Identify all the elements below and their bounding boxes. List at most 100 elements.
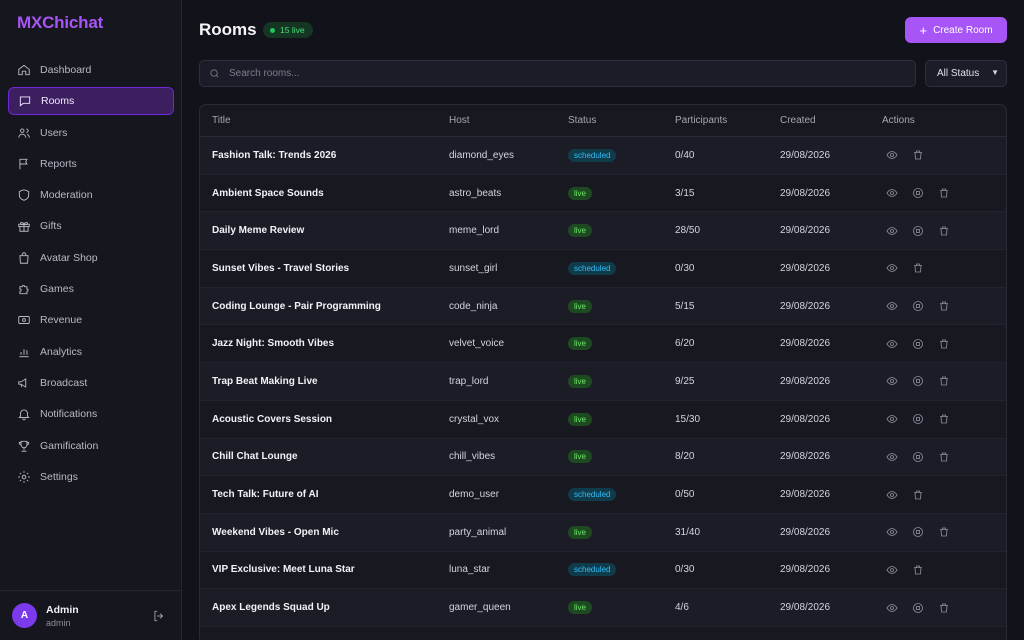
table-row[interactable]: Tech Talk: Future of AI demo_user schedule… <box>200 476 1006 514</box>
table-row[interactable]: Sunset Vibes - Travel Stories sunset_girl… <box>200 250 1006 288</box>
status-badge: live <box>568 186 593 200</box>
room-host: sunset_girl <box>449 262 498 274</box>
table-row[interactable]: Apex Legends Squad Up gamer_queen live 4/6 2… <box>200 589 1006 627</box>
table-row[interactable]: Fashion Talk: Trends 2026 diamond_eyes sch… <box>200 137 1006 175</box>
sidebar-item-settings[interactable]: Settings <box>8 463 174 491</box>
column-header-host: Host <box>449 115 470 126</box>
view-eye-icon[interactable] <box>885 601 899 615</box>
delete-trash-icon[interactable] <box>937 186 951 200</box>
delete-trash-icon[interactable] <box>911 563 925 577</box>
view-eye-icon[interactable] <box>885 412 899 426</box>
view-eye-icon[interactable] <box>885 299 899 313</box>
room-participants: 0/50 <box>675 489 695 501</box>
sidebar-item-reports[interactable]: Reports <box>8 150 174 178</box>
room-actions <box>882 488 1006 502</box>
end-room-icon[interactable] <box>911 412 925 426</box>
avatar[interactable]: A <box>12 603 37 628</box>
banknote-icon <box>17 313 31 327</box>
delete-trash-icon[interactable] <box>937 601 951 615</box>
end-room-icon[interactable] <box>911 374 925 388</box>
delete-trash-icon[interactable] <box>911 261 925 275</box>
room-status-cell: scheduled <box>568 563 675 577</box>
view-eye-icon[interactable] <box>885 148 899 162</box>
table-row[interactable]: Ambient Space Sounds astro_beats live 3/15 2… <box>200 175 1006 213</box>
view-eye-icon[interactable] <box>885 525 899 539</box>
room-host: party_animal <box>449 526 507 538</box>
delete-trash-icon[interactable] <box>937 337 951 351</box>
table-row[interactable]: Jazz Night: Smooth Vibes velvet_voice live… <box>200 325 1006 364</box>
sidebar-item-label: Notifications <box>40 408 98 421</box>
end-room-icon[interactable] <box>911 299 925 313</box>
delete-trash-icon[interactable] <box>911 148 925 162</box>
delete-trash-icon[interactable] <box>937 374 951 388</box>
delete-trash-icon[interactable] <box>911 488 925 502</box>
view-eye-icon[interactable] <box>885 488 899 502</box>
live-count-label: 15 live <box>280 25 305 35</box>
table-row[interactable]: Coding Lounge - Pair Programming code_nin… <box>200 287 1006 326</box>
end-room-icon[interactable] <box>911 224 925 238</box>
room-participants: 0/30 <box>675 564 695 576</box>
sidebar-item-gamification[interactable]: Gamification <box>8 432 174 460</box>
view-eye-icon[interactable] <box>885 261 899 275</box>
view-eye-icon[interactable] <box>885 563 899 577</box>
delete-trash-icon[interactable] <box>937 224 951 238</box>
table-row[interactable]: VIP Exclusive: Meet Luna Star luna_star sc… <box>200 552 1006 590</box>
room-host: chill_vibes <box>449 451 496 463</box>
room-host: trap_lord <box>449 375 489 387</box>
status-badge: live <box>568 374 593 388</box>
view-eye-icon[interactable] <box>885 337 899 351</box>
delete-trash-icon[interactable] <box>937 525 951 539</box>
sidebar-item-games[interactable]: Games <box>8 275 174 303</box>
room-host: meme_lord <box>449 225 500 237</box>
delete-trash-icon[interactable] <box>937 412 951 426</box>
delete-trash-icon[interactable] <box>937 299 951 313</box>
view-eye-icon[interactable] <box>885 224 899 238</box>
table-row[interactable]: Chill Chat Lounge chill_vibes live 8/20 29/0… <box>200 438 1006 477</box>
sidebar-item-moderation[interactable]: Moderation <box>8 181 174 209</box>
view-eye-icon[interactable] <box>885 374 899 388</box>
create-room-button[interactable]: + Create Room <box>905 17 1007 43</box>
sidebar-item-users[interactable]: Users <box>8 119 174 147</box>
table-row[interactable]: Weekend Vibes - Open Mic party_animal live… <box>200 513 1006 552</box>
table-row[interactable]: Trap Beat Making Live trap_lord live 9/25 29… <box>200 363 1006 401</box>
room-host: code_ninja <box>449 300 498 312</box>
sidebar-item-broadcast[interactable]: Broadcast <box>8 369 174 397</box>
status-badge: scheduled <box>568 563 617 577</box>
delete-trash-icon[interactable] <box>937 450 951 464</box>
room-participants: 0/40 <box>675 149 695 161</box>
column-header-title: Title <box>212 115 231 126</box>
room-actions <box>882 601 1006 615</box>
sidebar-item-rooms[interactable]: Rooms <box>8 87 174 116</box>
room-title: Weekend Vibes - Open Mic <box>212 526 339 538</box>
sidebar-item-gifts[interactable]: Gifts <box>8 212 174 240</box>
sidebar-item-revenue[interactable]: Revenue <box>8 306 174 334</box>
user-info: Admin admin <box>46 604 79 628</box>
sidebar-item-avatar-shop[interactable]: Avatar Shop <box>8 244 174 272</box>
end-room-icon[interactable] <box>911 525 925 539</box>
sidebar-item-notifications[interactable]: Notifications <box>8 400 174 428</box>
room-status-cell: live <box>568 412 675 426</box>
sidebar-item-dashboard[interactable]: Dashboard <box>8 56 174 84</box>
end-room-icon[interactable] <box>911 601 925 615</box>
status-filter-value: All Status <box>937 68 980 79</box>
user-role: admin <box>46 617 71 628</box>
search-input[interactable] <box>229 68 889 79</box>
end-room-icon[interactable] <box>911 450 925 464</box>
table-row[interactable]: Daily Meme Review meme_lord live 28/50 29/08… <box>200 212 1006 251</box>
home-icon <box>17 63 31 77</box>
table-row[interactable]: Acoustic Covers Session crystal_vox live 15… <box>200 401 1006 439</box>
room-title: Coding Lounge - Pair Programming <box>212 300 381 312</box>
end-room-icon[interactable] <box>911 337 925 351</box>
end-room-icon[interactable] <box>911 186 925 200</box>
sidebar-item-label: Revenue <box>40 314 83 327</box>
status-filter-select[interactable]: All Status ▼ <box>925 60 1007 87</box>
live-dot-icon <box>270 27 275 33</box>
column-header-actions: Actions <box>882 115 915 126</box>
status-badge: scheduled <box>568 148 617 162</box>
view-eye-icon[interactable] <box>885 450 899 464</box>
logout-icon[interactable] <box>152 609 166 623</box>
room-created: 29/08/2026 <box>780 187 831 199</box>
search-box[interactable] <box>199 60 916 87</box>
sidebar-item-analytics[interactable]: Analytics <box>8 338 174 366</box>
view-eye-icon[interactable] <box>885 186 899 200</box>
